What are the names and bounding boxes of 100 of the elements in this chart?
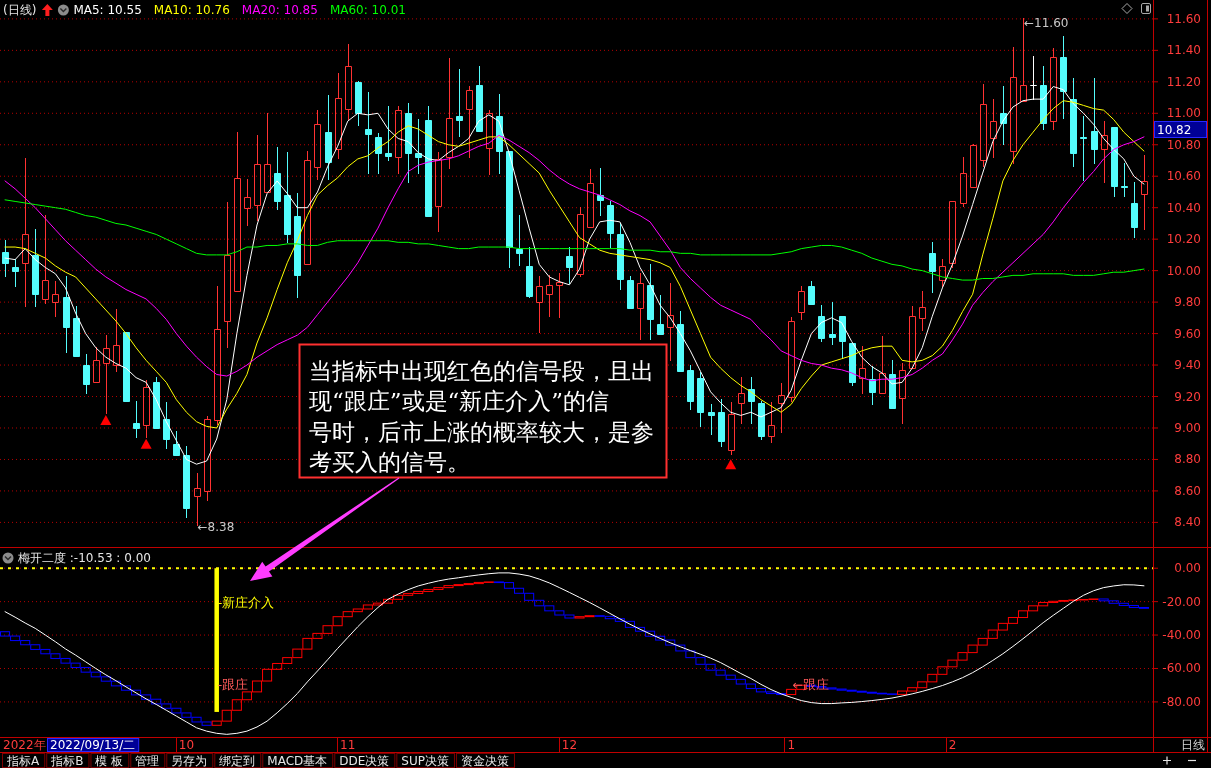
candlestick bbox=[829, 301, 836, 346]
candlestick bbox=[1070, 77, 1077, 168]
text: 日线 bbox=[1181, 738, 1205, 752]
candlestick bbox=[153, 376, 160, 429]
candlestick bbox=[1040, 65, 1047, 131]
candlestick bbox=[909, 305, 916, 370]
y-tick-label: 10.20 bbox=[1166, 232, 1201, 247]
candlestick bbox=[506, 150, 513, 269]
text: 2022/09/13/二 bbox=[50, 738, 136, 752]
candlestick bbox=[435, 151, 442, 233]
candlestick bbox=[345, 43, 352, 121]
y-tick-label: 9.40 bbox=[1174, 358, 1201, 373]
text: MA10: 10.76 bbox=[153, 3, 230, 17]
candlestick bbox=[103, 334, 110, 415]
candlestick bbox=[1141, 154, 1148, 231]
candlestick bbox=[657, 294, 664, 335]
candlestick bbox=[839, 315, 846, 360]
y-tick-label: 0.00 bbox=[1174, 561, 1201, 576]
line-series bbox=[4, 199, 1145, 281]
text: 10.82 bbox=[1157, 122, 1192, 137]
annotation: ←8.38 bbox=[197, 519, 235, 534]
x-tick-label: 1 bbox=[787, 738, 796, 752]
candlestick bbox=[627, 275, 634, 310]
candlestick bbox=[224, 201, 231, 349]
chart-title: 梅开二度 :-10.53 : 0.00 bbox=[17, 551, 151, 565]
candlestick bbox=[697, 371, 704, 428]
candlestick bbox=[899, 362, 906, 425]
candlestick bbox=[1101, 120, 1108, 184]
candlestick bbox=[254, 134, 261, 222]
y-tick-label: -60.00 bbox=[1162, 661, 1201, 676]
candlestick bbox=[1050, 47, 1057, 131]
candlestick bbox=[748, 376, 755, 425]
candlestick bbox=[617, 222, 624, 291]
candlestick bbox=[63, 275, 70, 354]
candlestick bbox=[1010, 46, 1017, 165]
bar bbox=[645, 630, 656, 637]
text: 指标A bbox=[6, 753, 40, 768]
line-series bbox=[4, 134, 1145, 382]
candlestick bbox=[22, 157, 29, 308]
y-tick-label: 9.60 bbox=[1174, 326, 1201, 341]
y-tick-label: 8.60 bbox=[1174, 483, 1201, 498]
text: 资金决策 bbox=[460, 753, 509, 768]
y-tick-label: 11.20 bbox=[1166, 74, 1201, 89]
candlestick bbox=[1060, 35, 1067, 120]
y-tick-label: 9.20 bbox=[1174, 389, 1201, 404]
x-tick-label: 10 bbox=[178, 738, 195, 752]
candlestick bbox=[456, 68, 463, 138]
candlestick bbox=[818, 304, 825, 343]
text: MACD基本 bbox=[267, 753, 328, 768]
annotation: ←11.60 bbox=[1024, 15, 1069, 30]
candlestick bbox=[234, 131, 241, 293]
y-tick-label: 10.00 bbox=[1166, 263, 1201, 278]
point bbox=[100, 415, 112, 426]
candlestick bbox=[667, 282, 674, 362]
text: 管理 bbox=[135, 753, 160, 768]
text: MA60: 10.01 bbox=[329, 3, 406, 17]
candlestick bbox=[577, 206, 584, 278]
candlestick bbox=[869, 365, 876, 406]
candlestick bbox=[556, 272, 563, 319]
candlestick bbox=[1080, 115, 1087, 182]
candlestick bbox=[607, 200, 614, 249]
candlestick bbox=[768, 401, 775, 444]
y-tick-label: 10.80 bbox=[1166, 137, 1201, 152]
candlestick bbox=[708, 403, 715, 436]
candlestick bbox=[849, 342, 856, 387]
candlestick bbox=[597, 167, 604, 217]
annotation: -新庄介入 bbox=[217, 595, 275, 611]
y-tick-label: -40.00 bbox=[1162, 628, 1201, 643]
x-tick-label: 11 bbox=[340, 738, 356, 752]
candlestick bbox=[677, 310, 684, 373]
candlestick bbox=[355, 80, 362, 127]
bar bbox=[634, 626, 646, 632]
candlestick bbox=[587, 168, 594, 228]
candlestick bbox=[788, 316, 795, 403]
candlestick bbox=[1091, 77, 1098, 165]
point bbox=[140, 438, 152, 449]
line-series bbox=[4, 572, 1145, 735]
candlestick bbox=[294, 192, 301, 299]
candlestick bbox=[395, 105, 402, 175]
candlestick bbox=[405, 102, 412, 184]
candlestick bbox=[385, 105, 392, 162]
candlestick bbox=[939, 258, 946, 288]
candlestick bbox=[687, 364, 694, 411]
candlestick bbox=[123, 331, 130, 403]
candlestick bbox=[566, 246, 573, 285]
chart-title: (日线) bbox=[3, 3, 37, 17]
candlestick bbox=[647, 263, 654, 341]
candlestick bbox=[183, 445, 190, 519]
candlestick bbox=[133, 400, 140, 439]
candlestick bbox=[365, 91, 372, 175]
candlestick bbox=[526, 246, 533, 299]
candlestick bbox=[244, 178, 251, 227]
candlestick bbox=[637, 272, 644, 341]
y-tick-label: 11.60 bbox=[1166, 11, 1201, 26]
candlestick bbox=[1131, 181, 1138, 239]
annotation: 当指标中出现红色的信号段，且出现“跟庄”或是“新庄介入”的信号时，后市上涨的概率较大，是参考买入的信号。 bbox=[309, 358, 654, 475]
candlestick bbox=[274, 146, 281, 211]
candlestick bbox=[173, 430, 180, 456]
candlestick bbox=[1121, 162, 1128, 198]
candlestick bbox=[949, 200, 956, 269]
